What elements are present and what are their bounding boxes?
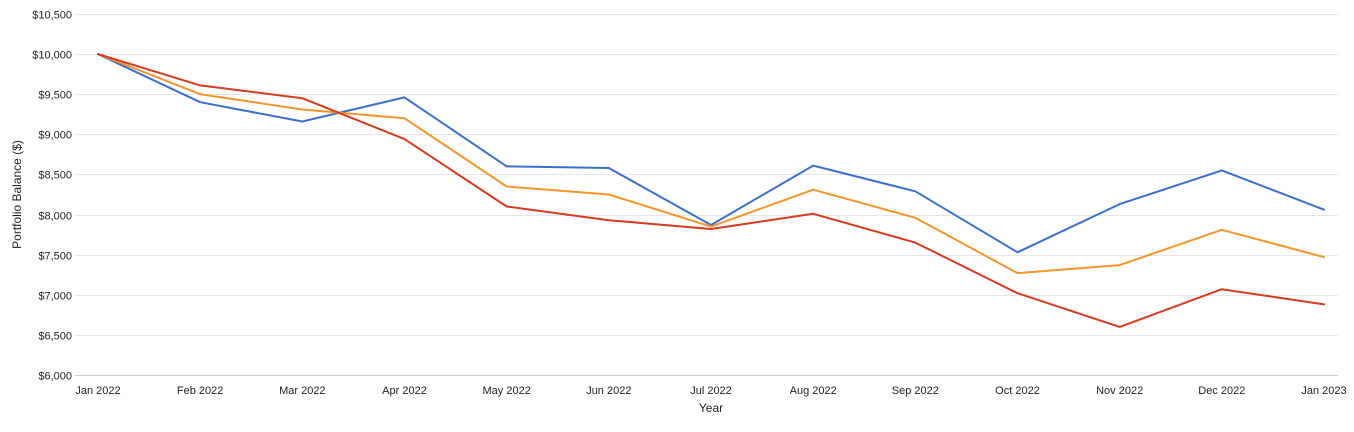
x-tick-label: Feb 2022: [177, 385, 223, 397]
data-point: [1118, 203, 1121, 205]
data-point: [812, 188, 814, 191]
data-point: [505, 185, 508, 188]
data-point: [97, 53, 99, 55]
x-tick-label: Jun 2022: [586, 385, 631, 397]
x-tick-label: Apr 2022: [382, 385, 427, 397]
x-tick-label: Sep 2022: [892, 385, 939, 397]
data-point: [1118, 264, 1121, 266]
data-point: [1221, 288, 1223, 290]
data-point: [199, 93, 201, 96]
y-tick-label: $9,500: [38, 90, 72, 102]
y-axis-ticks: $6,000 $6,500 $7,000 $7,500 $8,000 $8,500 $9,0…: [32, 10, 72, 383]
y-tick-label: $6,000: [38, 371, 72, 383]
y-tick-label: $9,000: [38, 130, 72, 142]
data-point: [1016, 251, 1019, 254]
data-point: [812, 164, 814, 167]
data-point: [1221, 169, 1223, 172]
data-point: [505, 165, 508, 168]
x-tick-label: Oct 2022: [995, 385, 1040, 397]
data-point: [403, 138, 406, 140]
y-tick-label: $8,500: [38, 170, 72, 182]
data-point: [1118, 326, 1121, 328]
data-point: [301, 97, 304, 100]
data-point: [199, 101, 201, 104]
data-point: [301, 108, 304, 111]
data-point: [505, 205, 508, 208]
data-point: [1016, 272, 1019, 274]
data-point: [1323, 256, 1325, 258]
data-point: [1221, 228, 1223, 231]
data-point: [914, 241, 917, 244]
data-point: [403, 96, 406, 99]
x-tick-label: Dec 2022: [1198, 385, 1245, 397]
data-point: [710, 228, 712, 230]
series-line-2: [97, 53, 1325, 275]
data-point: [301, 120, 304, 123]
data-point: [914, 216, 917, 219]
x-tick-label: Nov 2022: [1096, 385, 1143, 397]
data-point: [710, 224, 712, 226]
y-tick-label: $8,000: [38, 211, 72, 223]
x-tick-label: Jul 2022: [690, 385, 732, 397]
x-tick-label: Aug 2022: [790, 385, 837, 397]
y-axis-title: Portfolio Balance ($): [10, 140, 24, 249]
data-point: [914, 190, 917, 193]
y-tick-label: $10,500: [32, 10, 72, 22]
data-point: [812, 212, 814, 215]
y-tick-label: $10,000: [32, 50, 72, 62]
x-tick-label: Mar 2022: [279, 385, 325, 397]
x-tick-label: May 2022: [483, 385, 531, 397]
y-tick-label: $7,500: [38, 251, 72, 263]
data-point: [403, 117, 406, 120]
data-point: [1323, 208, 1325, 211]
data-point: [608, 219, 610, 221]
data-point: [608, 167, 610, 169]
series-lines: [97, 53, 1325, 328]
x-tick-label: Jan 2023: [1301, 385, 1346, 397]
x-tick-label: Jan 2022: [75, 385, 120, 397]
data-point: [199, 84, 201, 87]
x-axis-title: Year: [699, 401, 723, 415]
x-axis-ticks: Jan 2022 Feb 2022 Mar 2022 Apr 2022 May 2022…: [75, 385, 1346, 397]
series-line-1: [97, 53, 1325, 254]
y-tick-label: $7,000: [38, 291, 72, 303]
data-point: [710, 225, 712, 228]
data-point: [608, 193, 610, 196]
series-line-3: [97, 53, 1325, 328]
data-point: [1323, 303, 1325, 306]
gridlines: [75, 14, 1338, 376]
y-tick-label: $6,500: [38, 331, 72, 343]
data-point: [1016, 292, 1019, 294]
